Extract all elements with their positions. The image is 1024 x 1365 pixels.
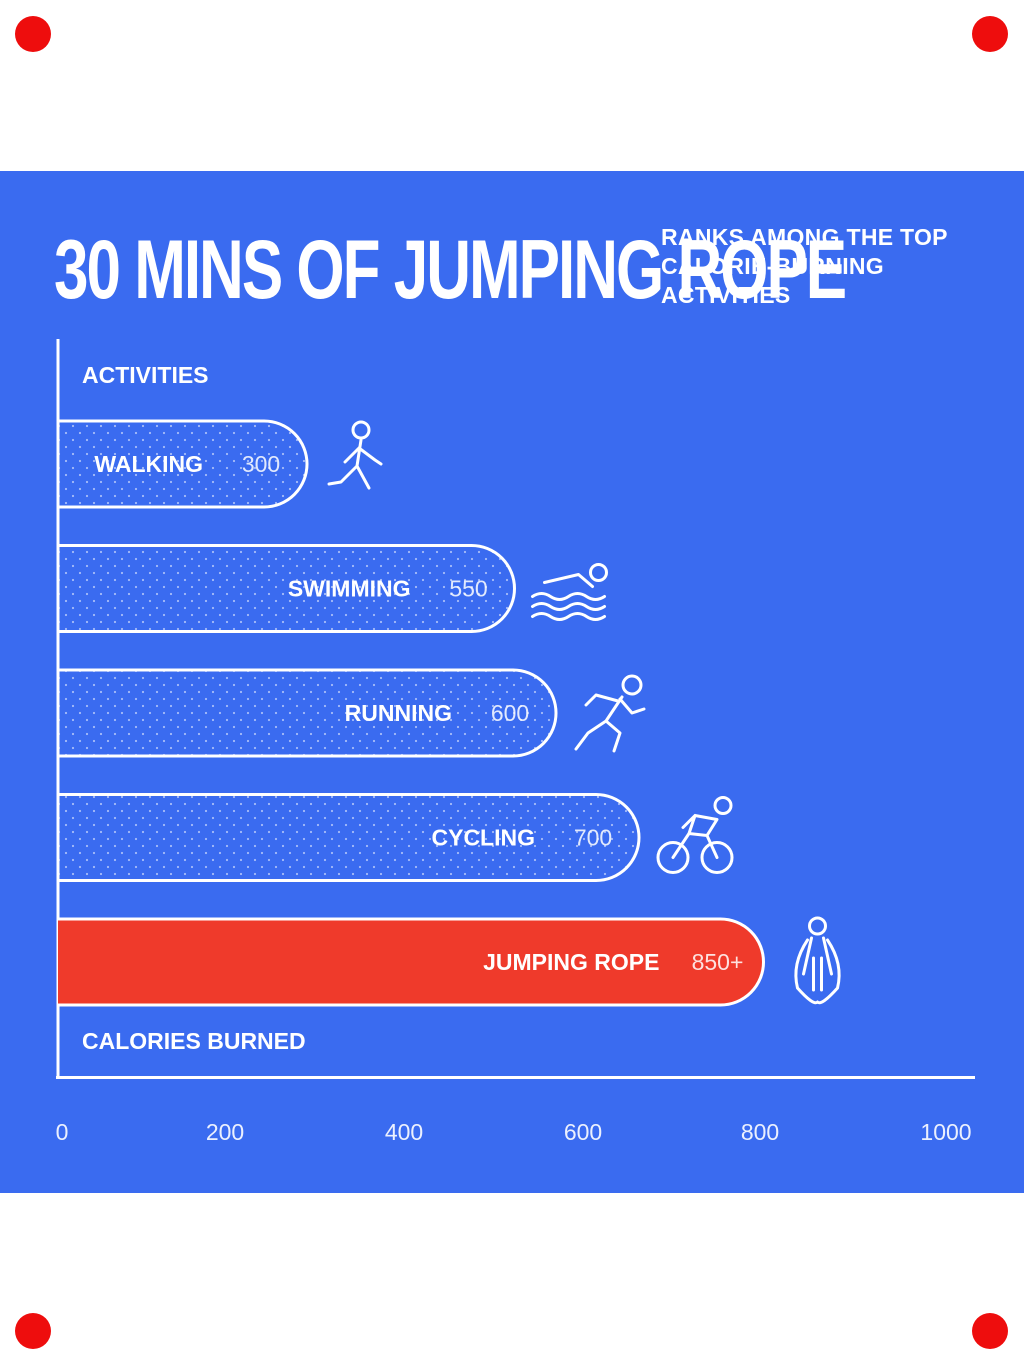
corner-dot-top-left [15,16,51,52]
x-tick-label: 200 [206,1119,244,1145]
bar [58,668,558,758]
x-tick-label: 800 [741,1119,779,1145]
walking-person-icon [327,420,383,490]
corner-dot-bottom-left [15,1313,51,1349]
x-tick-label: 0 [56,1119,69,1145]
runner-icon [574,674,646,753]
bar-chart: ACTIVITIES CALORIES BURNED 300 WALKING 550… [56,339,975,1145]
subtitle-line: CALORIE-BURNING [661,253,884,279]
bar [58,419,309,509]
jump-rope-icon [794,916,841,1005]
bar-category-label: JUMPING ROPE [483,949,659,975]
bar [58,544,516,633]
x-tick-labels: 0 200 400 600 800 1000 [56,1119,972,1145]
bars-group: 300 WALKING 550 SWIMMING 600 RUNNING 700 CYCLIN… [58,419,841,1007]
bar-group: 550 SWIMMING [58,544,608,633]
bar-category-label: RUNNING [345,700,452,726]
bar-value-label: 550 [449,576,487,602]
x-tick-label: 600 [564,1119,602,1145]
chart-subtitle: RANKS AMONG THE TOP CALORIE-BURNING ACTI… [661,223,981,310]
swimmer-icon [531,563,608,621]
corner-dot-top-right [972,16,1008,52]
bar-group: 600 RUNNING [58,668,646,758]
x-tick-label: 400 [385,1119,423,1145]
x-tick-label: 1000 [920,1119,971,1145]
y-axis-label: ACTIVITIES [82,362,209,388]
bar-value-label: 300 [242,451,280,477]
bar-group: 850+ JUMPING ROPE [58,916,841,1007]
cyclist-icon [656,796,734,874]
subtitle-line: ACTIVITIES [661,282,791,308]
bar-value-label: 600 [491,700,529,726]
subtitle-line: RANKS AMONG THE TOP [661,224,948,250]
bar-category-label: CYCLING [432,825,536,851]
bar-category-label: WALKING [94,451,203,477]
x-axis-label: CALORIES BURNED [82,1028,306,1054]
bar-value-label: 850+ [692,949,744,975]
bar-value-label: 700 [574,825,612,851]
bar-group: 700 CYCLING [58,793,734,882]
bar [58,793,641,882]
infographic-panel: 30 MINS OF JUMPING ROPE RANKS AMONG THE … [0,171,1024,1193]
bar-category-label: SWIMMING [288,576,411,602]
corner-dot-bottom-right [972,1313,1008,1349]
bar-group: 300 WALKING [58,419,383,509]
bar-highlight [58,917,765,1007]
